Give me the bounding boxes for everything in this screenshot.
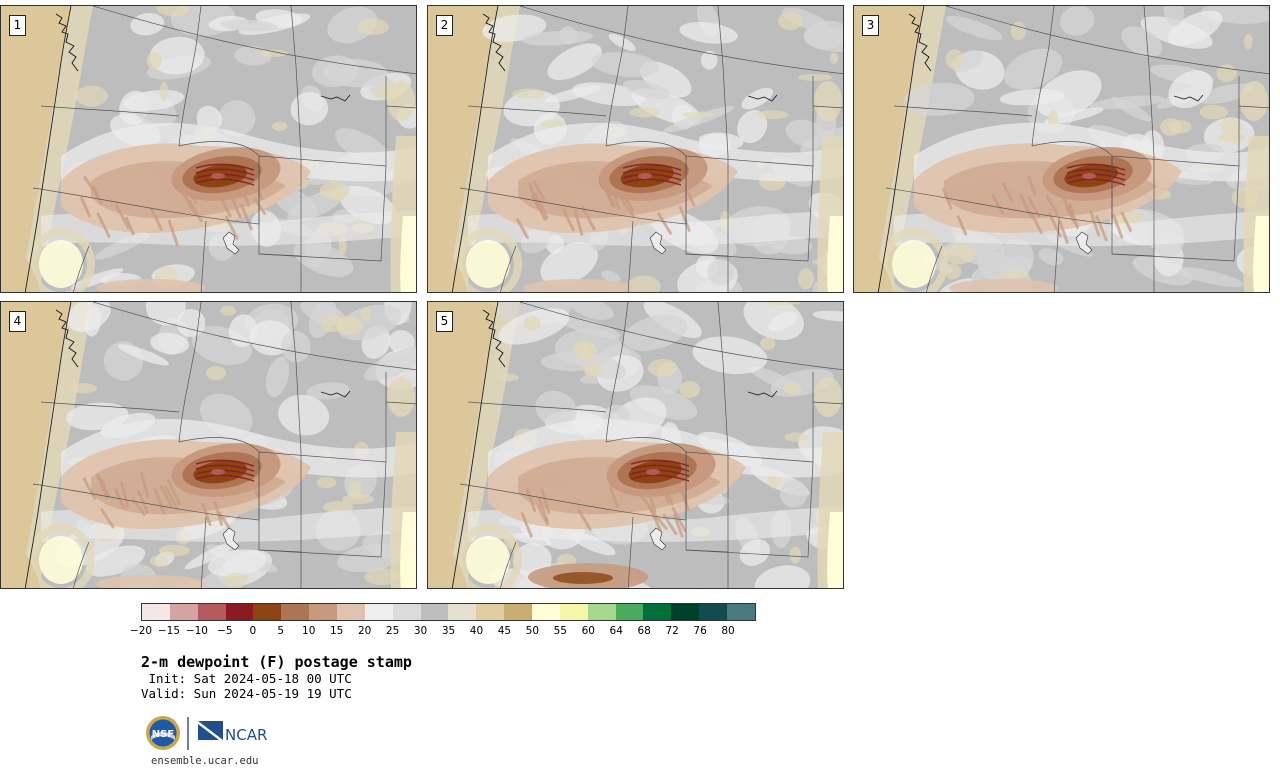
member-label: 4	[9, 311, 26, 332]
colorbar-swatch	[615, 604, 644, 620]
member-label: 3	[862, 15, 879, 36]
colorbar-tick-label: 45	[497, 625, 512, 637]
colorbar-tick-label: 55	[553, 625, 567, 637]
nsf-logo: NSF	[146, 716, 180, 750]
colorbar-swatch	[671, 604, 700, 620]
colorbar-tick-label: 25	[385, 625, 400, 637]
colorbar-tick-label: 64	[609, 625, 623, 637]
colorbar-swatch	[643, 604, 672, 620]
member-panel-1: 1	[0, 5, 417, 293]
colorbar-swatch	[197, 604, 226, 620]
colorbar-swatch	[253, 604, 282, 620]
colorbar-swatch	[337, 604, 365, 620]
init-time: Init: Sat 2024-05-18 00 UTC	[141, 671, 352, 686]
colorbar-tick-label: 76	[693, 625, 707, 637]
member-panel-5: 5	[427, 301, 844, 589]
dewpoint-map	[1, 302, 416, 588]
colorbar-swatch	[420, 604, 449, 620]
member-label: 1	[9, 15, 26, 36]
colorbar-tick-label: 35	[441, 625, 456, 637]
nsf-logo-text: NSF	[152, 729, 174, 740]
colorbar-tick-label: 40	[469, 625, 484, 637]
colorbar-tick-label: 72	[665, 625, 679, 637]
colorbar-swatch	[587, 604, 616, 620]
member-panel-3: 3	[853, 5, 1270, 293]
colorbar	[141, 603, 756, 621]
member-label: 5	[436, 311, 453, 332]
dewpoint-map	[1, 6, 416, 292]
colorbar-swatch	[281, 604, 310, 620]
colorbar-swatch	[309, 604, 338, 620]
member-panel-2: 2	[427, 5, 844, 293]
colorbar-swatch	[727, 604, 755, 620]
dewpoint-map	[428, 6, 843, 292]
dewpoint-map	[428, 302, 843, 588]
colorbar-tick-label: 80	[721, 625, 735, 637]
colorbar-swatch	[392, 604, 421, 620]
colorbar-tick-label: −10	[185, 625, 208, 637]
colorbar-tick-label: 5	[277, 625, 285, 637]
colorbar-swatch	[559, 604, 588, 620]
ncar-logo: NCAR	[198, 721, 267, 744]
colorbar-swatch	[448, 604, 477, 620]
colorbar-swatch	[225, 604, 254, 620]
website-url: ensemble.ucar.edu	[151, 755, 259, 767]
logos: NSF NCAR	[145, 714, 275, 752]
colorbar-tick-label: −15	[157, 625, 181, 637]
colorbar-swatch	[699, 604, 728, 620]
valid-time: Valid: Sun 2024-05-19 19 UTC	[141, 686, 352, 701]
colorbar-tick-label: 20	[357, 625, 372, 637]
colorbar-tick-label: 0	[249, 625, 257, 637]
colorbar-tick-label: 50	[525, 625, 540, 637]
colorbar-tick-label: −5	[217, 625, 233, 637]
colorbar-swatch	[364, 604, 393, 620]
member-label: 2	[436, 15, 453, 36]
plot-title: 2-m dewpoint (F) postage stamp	[141, 653, 412, 671]
colorbar-tick-label: 10	[302, 625, 316, 637]
colorbar-swatch	[476, 604, 505, 620]
colorbar-tick-label: 68	[637, 625, 651, 637]
dewpoint-map	[854, 6, 1269, 292]
colorbar-swatch	[504, 604, 533, 620]
colorbar-ticks: −20 −15 −10 −5 0 5 10 15 20 25 30 35 40 45 50 55 60 64 68 7…	[130, 625, 756, 639]
colorbar-swatch	[169, 604, 198, 620]
colorbar-swatch	[532, 604, 560, 620]
colorbar-tick-label: 15	[329, 625, 344, 637]
ncar-logo-text: NCAR	[225, 726, 267, 744]
colorbar-swatch	[142, 604, 170, 620]
colorbar-tick-label: 30	[413, 625, 428, 637]
member-panel-4: 4	[0, 301, 417, 589]
colorbar-tick-label: 60	[581, 625, 595, 637]
colorbar-tick-label: −20	[129, 625, 153, 637]
